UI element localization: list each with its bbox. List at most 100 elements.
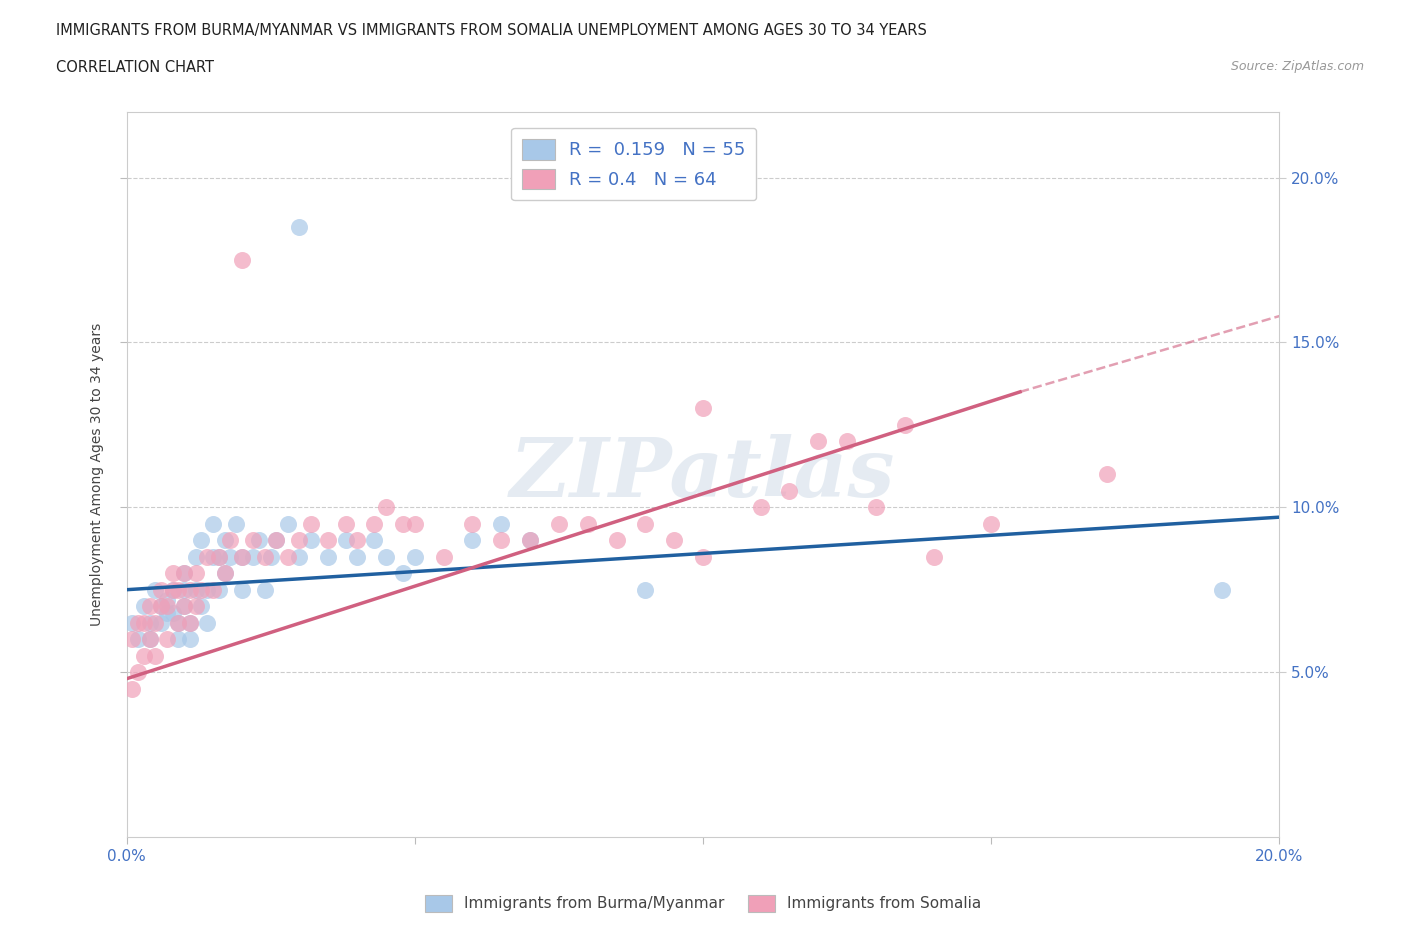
Point	[404, 550, 426, 565]
Point	[225, 516, 247, 531]
Point	[179, 582, 201, 597]
Point	[692, 550, 714, 565]
Point	[190, 533, 212, 548]
Point	[749, 499, 772, 514]
Point	[162, 582, 184, 597]
Point	[266, 533, 288, 548]
Text: ZIPatlas: ZIPatlas	[510, 434, 896, 514]
Point	[519, 533, 541, 548]
Point	[1211, 582, 1233, 597]
Point	[173, 565, 195, 580]
Point	[346, 533, 368, 548]
Point	[922, 550, 945, 565]
Point	[167, 616, 190, 631]
Point	[219, 533, 242, 548]
Point	[162, 565, 184, 580]
Point	[195, 550, 218, 565]
Point	[634, 516, 657, 531]
Point	[121, 681, 143, 696]
Point	[231, 582, 253, 597]
Point	[548, 516, 571, 531]
Point	[145, 582, 166, 597]
Point	[202, 550, 225, 565]
Point	[190, 582, 212, 597]
Point	[253, 550, 276, 565]
Point	[162, 582, 184, 597]
Point	[214, 565, 236, 580]
Point	[150, 582, 173, 597]
Text: IMMIGRANTS FROM BURMA/MYANMAR VS IMMIGRANTS FROM SOMALIA UNEMPLOYMENT AMONG AGES: IMMIGRANTS FROM BURMA/MYANMAR VS IMMIGRA…	[56, 23, 927, 38]
Point	[145, 616, 166, 631]
Point	[288, 533, 311, 548]
Point	[253, 582, 276, 597]
Point	[208, 550, 231, 565]
Point	[318, 533, 340, 548]
Point	[363, 516, 385, 531]
Point	[184, 599, 207, 614]
Point	[664, 533, 686, 548]
Point	[173, 582, 195, 597]
Point	[247, 533, 270, 548]
Point	[121, 631, 143, 646]
Point	[433, 550, 456, 565]
Text: Source: ZipAtlas.com: Source: ZipAtlas.com	[1230, 60, 1364, 73]
Point	[167, 582, 190, 597]
Point	[318, 550, 340, 565]
Point	[259, 550, 281, 565]
Point	[173, 599, 195, 614]
Point	[489, 516, 512, 531]
Point	[277, 516, 299, 531]
Point	[634, 582, 657, 597]
Point	[138, 599, 160, 614]
Point	[208, 550, 231, 565]
Point	[184, 550, 207, 565]
Point	[242, 550, 264, 565]
Point	[150, 599, 173, 614]
Point	[156, 605, 179, 620]
Legend: R =  0.159   N = 55, R = 0.4   N = 64: R = 0.159 N = 55, R = 0.4 N = 64	[512, 128, 756, 200]
Point	[184, 565, 207, 580]
Point	[195, 616, 218, 631]
Point	[219, 550, 242, 565]
Point	[277, 550, 299, 565]
Point	[138, 631, 160, 646]
Point	[576, 516, 599, 531]
Point	[519, 533, 541, 548]
Point	[208, 582, 231, 597]
Legend: Immigrants from Burma/Myanmar, Immigrants from Somalia: Immigrants from Burma/Myanmar, Immigrant…	[419, 889, 987, 918]
Point	[127, 665, 149, 680]
Point	[202, 582, 225, 597]
Point	[363, 533, 385, 548]
Y-axis label: Unemployment Among Ages 30 to 34 years: Unemployment Among Ages 30 to 34 years	[90, 323, 104, 626]
Point	[156, 599, 179, 614]
Point	[167, 616, 190, 631]
Point	[162, 605, 184, 620]
Point	[132, 616, 155, 631]
Point	[127, 616, 149, 631]
Point	[190, 599, 212, 614]
Point	[894, 418, 917, 432]
Point	[335, 516, 357, 531]
Point	[214, 533, 236, 548]
Point	[835, 434, 858, 449]
Point	[461, 516, 484, 531]
Point	[167, 631, 190, 646]
Point	[173, 565, 195, 580]
Text: CORRELATION CHART: CORRELATION CHART	[56, 60, 214, 75]
Point	[807, 434, 830, 449]
Point	[231, 550, 253, 565]
Point	[179, 631, 201, 646]
Point	[214, 565, 236, 580]
Point	[173, 599, 195, 614]
Point	[184, 582, 207, 597]
Point	[980, 516, 1002, 531]
Point	[132, 648, 155, 663]
Point	[605, 533, 627, 548]
Point	[150, 599, 173, 614]
Point	[1095, 467, 1118, 482]
Point	[346, 550, 368, 565]
Point	[138, 631, 160, 646]
Point	[150, 616, 173, 631]
Point	[374, 499, 398, 514]
Point	[138, 616, 160, 631]
